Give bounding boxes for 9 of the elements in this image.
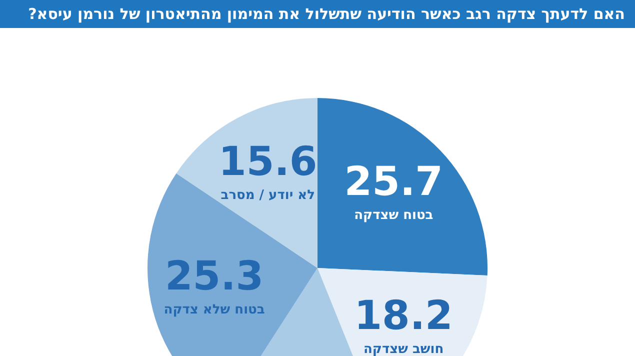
slice-label: לא יודע / מסרב (220, 188, 316, 204)
slice-label: חושב שצדקה (363, 342, 444, 356)
data-label: 25.3 (164, 253, 264, 300)
slice-label: בטוח שצדקה (354, 208, 434, 224)
data-label: 15.6 (218, 139, 318, 186)
slice-label: בטוח שלא צדקה (164, 302, 265, 318)
chart-title: האם לדעתך צדקה רגב כאשר הודיעה שתשלול את המימון מהתיאטרון של נורמן עיסא? (0, 0, 635, 28)
data-label: 25.7 (344, 159, 443, 206)
data-label: 18.2 (354, 292, 453, 339)
